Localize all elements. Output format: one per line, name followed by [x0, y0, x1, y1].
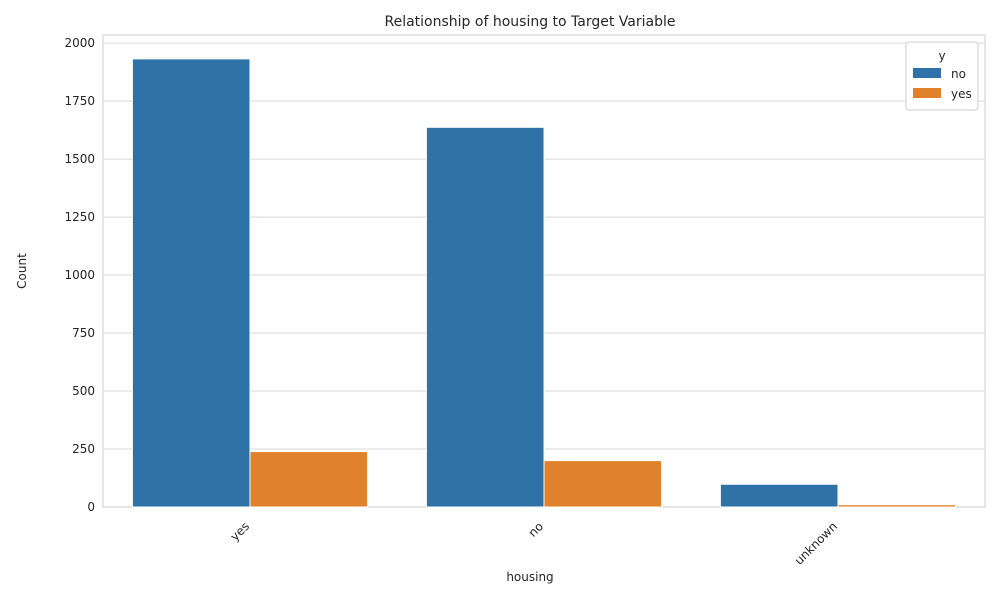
x-tick-label: yes: [228, 519, 253, 544]
legend-label: yes: [951, 87, 972, 101]
chart-title: Relationship of housing to Target Variab…: [385, 14, 676, 30]
legend[interactable]: y no yes: [905, 41, 979, 111]
bar-unknown-no: [719, 483, 839, 508]
y-axis-label: Count: [15, 253, 29, 289]
y-tick-label: 750: [72, 326, 95, 340]
bar-no-no: [425, 126, 545, 508]
legend-swatch: [913, 88, 941, 98]
x-tick-label: unknown: [792, 519, 840, 567]
y-tick-label: 250: [72, 442, 95, 456]
legend-entries: no yes: [913, 67, 972, 101]
bar-yes-yes: [249, 451, 369, 508]
bars: [131, 58, 957, 508]
x-tick-label: no: [526, 519, 546, 539]
legend-swatch: [913, 68, 941, 78]
y-tick-label: 1750: [64, 94, 95, 108]
bar-unknown-yes: [837, 504, 957, 508]
bar-yes-no: [131, 58, 251, 508]
y-tick-label: 1250: [64, 210, 95, 224]
y-tick-label: 1500: [64, 152, 95, 166]
legend-label: no: [951, 67, 966, 81]
x-axis-ticks: yes no unknown: [228, 519, 841, 567]
x-axis-label: housing: [506, 570, 553, 584]
y-tick-label: 500: [72, 384, 95, 398]
bar-no-yes: [543, 460, 663, 508]
y-axis-ticks: 0 250 500 750 1000 1250 1500 1750 2000: [64, 36, 95, 514]
y-tick-label: 1000: [64, 268, 95, 282]
y-tick-label: 0: [87, 500, 95, 514]
legend-title: y: [938, 49, 945, 63]
y-tick-label: 2000: [64, 36, 95, 50]
